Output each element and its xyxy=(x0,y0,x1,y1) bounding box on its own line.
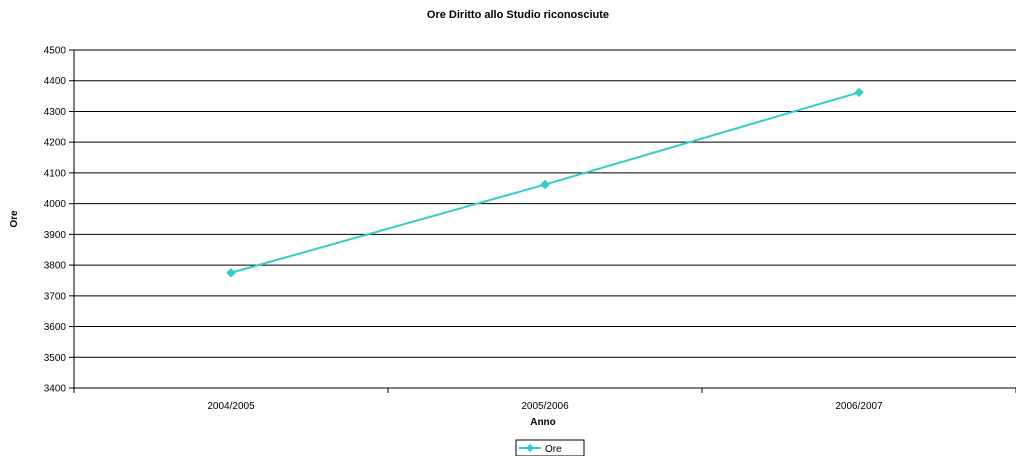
chart-title: Ore Diritto allo Studio riconosciute xyxy=(427,9,609,21)
y-tick-label: 4200 xyxy=(44,138,67,149)
y-tick-label: 4100 xyxy=(44,168,67,179)
y-tick-label: 3800 xyxy=(44,261,67,272)
legend-marker-ore xyxy=(526,444,534,452)
y-tick-label: 4500 xyxy=(44,46,67,57)
x-axis-ticks: 2004/2005 2005/2006 2006/2007 xyxy=(73,388,1016,412)
y-tick-label: 3600 xyxy=(44,322,67,333)
y-tick-label: 3700 xyxy=(44,291,67,302)
data-point xyxy=(226,267,236,278)
legend: Ore xyxy=(515,439,585,456)
y-tick-label: 4300 xyxy=(44,107,67,118)
x-tick-label: 2004/2005 xyxy=(207,401,255,412)
y-tick-label: 3900 xyxy=(44,230,67,241)
series-group xyxy=(226,87,864,278)
data-point xyxy=(540,179,550,190)
y-tick-label: 4400 xyxy=(44,76,67,87)
x-tick-label: 2005/2006 xyxy=(521,401,569,412)
y-tick-label: 3400 xyxy=(44,384,67,395)
y-tick-label: 3500 xyxy=(44,353,67,364)
legend-box xyxy=(515,439,585,456)
data-point xyxy=(854,87,864,98)
y-tick-label: 4000 xyxy=(44,199,67,210)
y-axis-ticks: 3400 3500 3600 3700 3800 3900 4000 4100 4200 4300… xyxy=(44,46,74,395)
gridlines xyxy=(74,49,1016,358)
legend-label-ore: Ore xyxy=(545,444,562,455)
y-axis-title: Ore xyxy=(9,210,20,228)
axes xyxy=(73,50,1016,389)
x-axis-title: Anno xyxy=(530,417,556,428)
x-tick-label: 2006/2007 xyxy=(835,401,883,412)
